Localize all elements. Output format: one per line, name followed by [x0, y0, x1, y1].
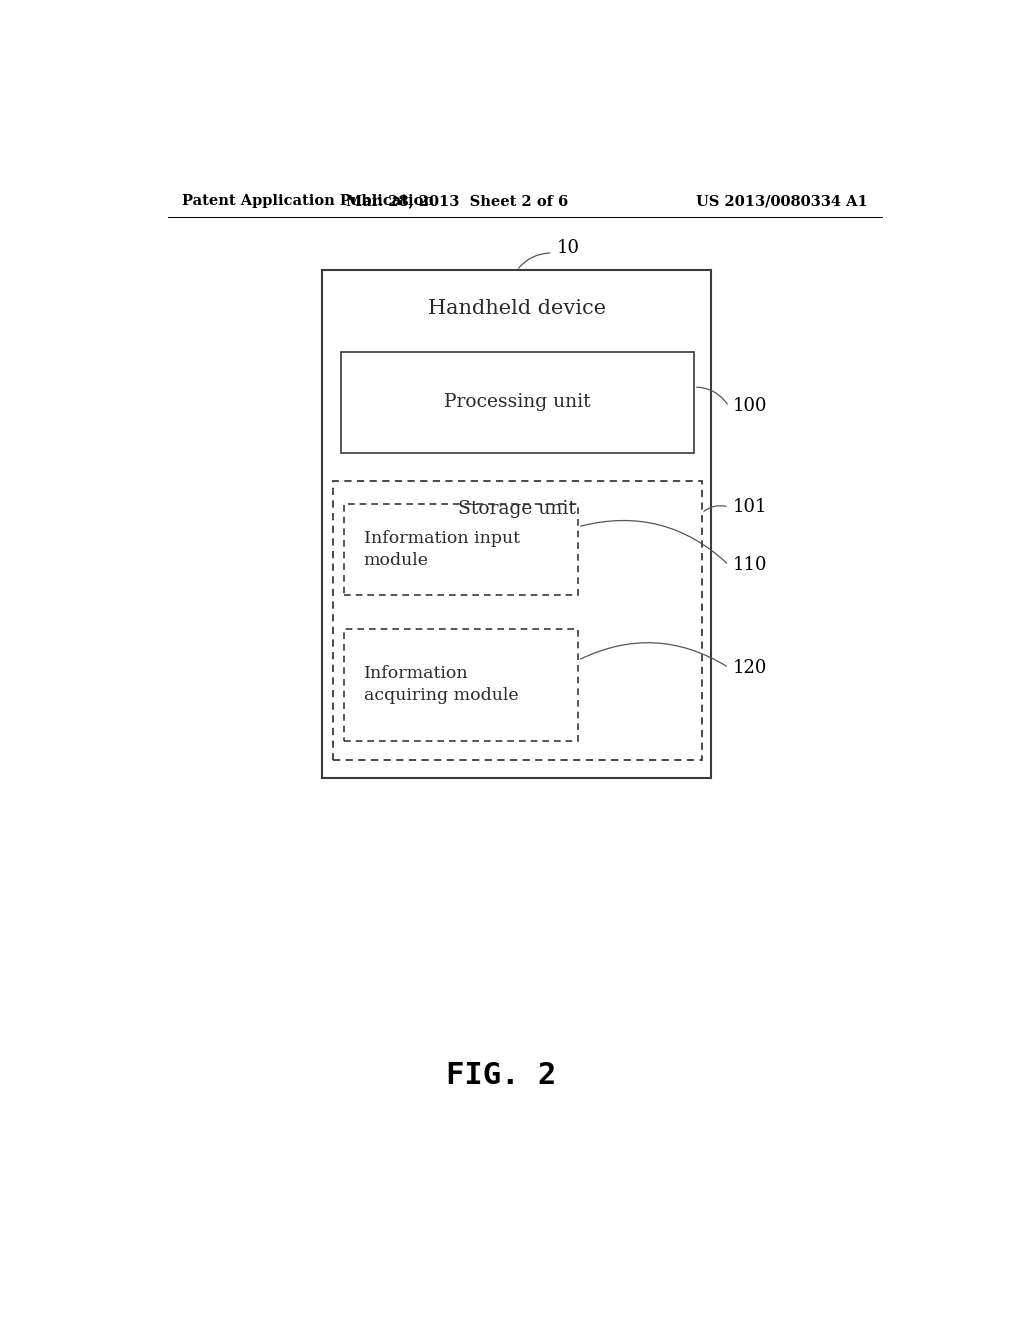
Text: Storage unit: Storage unit	[459, 500, 577, 517]
Text: 100: 100	[733, 397, 767, 416]
Text: Information
acquiring module: Information acquiring module	[364, 665, 518, 705]
Text: 110: 110	[733, 556, 767, 574]
Text: 10: 10	[557, 239, 580, 257]
Bar	[344, 630, 578, 741]
Text: Mar. 28, 2013  Sheet 2 of 6: Mar. 28, 2013 Sheet 2 of 6	[346, 194, 568, 209]
Text: US 2013/0080334 A1: US 2013/0080334 A1	[696, 194, 867, 209]
Text: Handheld device: Handheld device	[428, 300, 606, 318]
Text: 101: 101	[733, 498, 767, 516]
Bar	[341, 351, 694, 453]
Text: Information input
module: Information input module	[364, 531, 520, 569]
Text: FIG. 2: FIG. 2	[445, 1061, 556, 1090]
Text: 120: 120	[733, 659, 767, 677]
Text: Processing unit: Processing unit	[444, 393, 591, 412]
Bar	[323, 271, 712, 779]
Text: Patent Application Publication: Patent Application Publication	[182, 194, 434, 209]
Bar	[333, 480, 701, 760]
Bar	[344, 504, 578, 595]
